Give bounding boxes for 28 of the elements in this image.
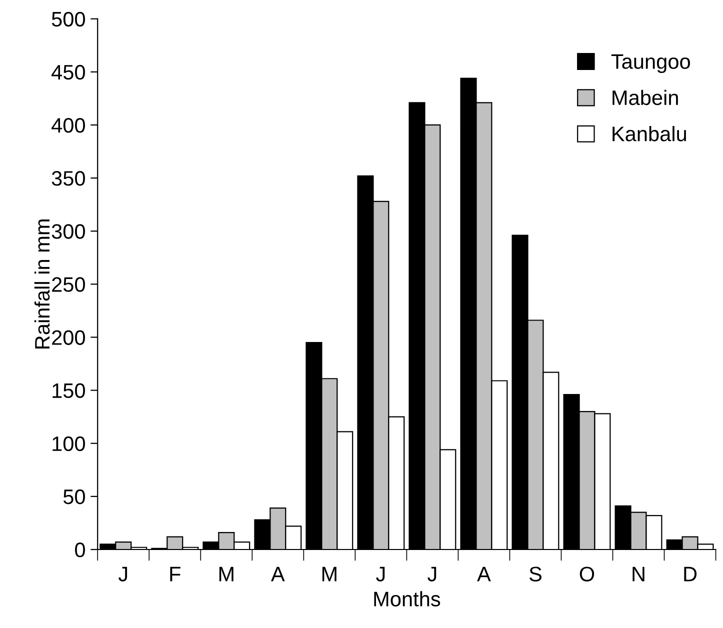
x-tick-label: N [632,566,644,582]
x-tick-label: S [529,566,542,582]
y-tick-label: 150 [52,383,85,398]
x-tick-label: J [376,566,385,582]
y-tick-label: 250 [52,277,85,292]
legend-label: Taungoo [611,54,690,74]
x-tick-label: M [219,566,234,582]
x-tick-label: J [428,566,436,582]
y-tick-label: 500 [52,12,85,27]
x-tick-label: D [684,566,697,582]
legend-label: Kanbalu [612,126,686,142]
y-tick-label: 400 [52,118,85,133]
y-tick-label: 100 [52,436,85,452]
x-tick-label: A [477,566,491,582]
y-tick-label: 450 [52,64,85,80]
y-tick-label: 0 [75,542,85,558]
y-axis-title: Rainfall in mm [34,220,50,348]
x-tick-label: O [580,566,594,582]
y-tick-label: 300 [52,224,85,239]
y-tick-label: 50 [63,489,85,504]
y-tick-label: 350 [52,171,85,186]
x-tick-label: M [322,566,336,582]
x-axis-title: Months [374,591,440,606]
x-tick-label: A [270,566,285,582]
x-tick-label: J [118,566,128,582]
x-tick-label: F [170,566,180,582]
legend-label: Mabein [612,90,678,106]
y-tick-label: 200 [52,330,85,345]
